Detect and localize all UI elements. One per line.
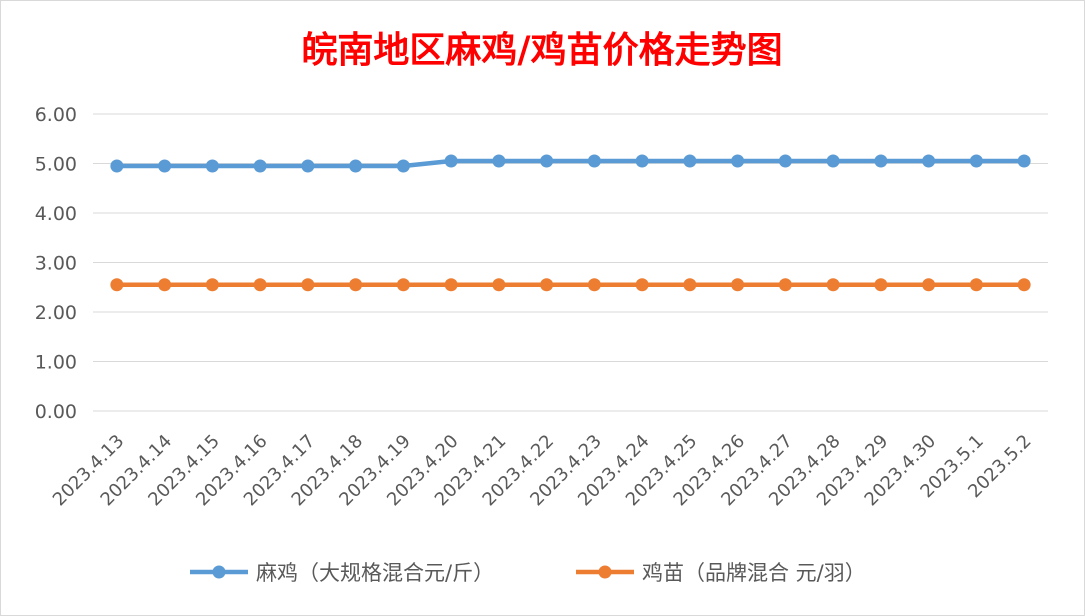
data-point (205, 278, 219, 292)
data-point (492, 154, 506, 168)
series-1 (110, 154, 1031, 173)
data-point (301, 159, 315, 173)
series-2 (110, 278, 1031, 292)
data-point (683, 278, 697, 292)
series-group (110, 154, 1031, 292)
data-point (635, 278, 649, 292)
y-tick-label: 1.00 (35, 352, 77, 374)
data-point (1017, 154, 1031, 168)
data-point (253, 278, 267, 292)
data-point (540, 154, 554, 168)
data-point (778, 154, 792, 168)
data-point (349, 278, 363, 292)
legend-item: 麻鸡（大规格混合元/斤） (190, 561, 494, 585)
y-tick-label: 2.00 (35, 302, 77, 324)
data-point (683, 154, 697, 168)
data-point (826, 278, 840, 292)
data-point (444, 278, 458, 292)
y-axis-ticks: 0.00 1.00 2.00 3.00 4.00 5.00 6.00 (35, 104, 77, 423)
data-point (301, 278, 315, 292)
data-point (396, 278, 410, 292)
data-point (540, 278, 554, 292)
y-tick-label: 6.00 (35, 104, 77, 126)
data-point (969, 154, 983, 168)
data-point (587, 278, 601, 292)
y-tick-label: 3.00 (35, 253, 77, 275)
data-point (396, 159, 410, 173)
data-point (874, 154, 888, 168)
data-point (444, 154, 458, 168)
data-point (874, 278, 888, 292)
legend-label: 鸡苗（品牌混合 元/羽） (642, 561, 866, 585)
y-tick-label: 0.00 (35, 401, 77, 423)
legend-label: 麻鸡（大规格混合元/斤） (256, 561, 494, 585)
data-point (587, 154, 601, 168)
chart-title: 皖南地区麻鸡/鸡苗价格走势图 (301, 29, 782, 71)
data-point (253, 159, 267, 173)
data-point (969, 278, 983, 292)
data-point (205, 159, 219, 173)
series-line (116, 158, 1025, 169)
data-point (158, 278, 172, 292)
data-point (110, 159, 124, 173)
legend-marker-icon (212, 565, 226, 579)
data-point (922, 154, 936, 168)
data-point (922, 278, 936, 292)
data-point (731, 278, 745, 292)
legend: 麻鸡（大规格混合元/斤） 鸡苗（品牌混合 元/羽） (190, 561, 866, 585)
y-tick-label: 5.00 (35, 154, 77, 176)
data-point (158, 159, 172, 173)
data-point (349, 159, 363, 173)
data-point (635, 154, 649, 168)
data-point (826, 154, 840, 168)
data-point (731, 154, 745, 168)
grid-lines (93, 113, 1048, 412)
legend-item: 鸡苗（品牌混合 元/羽） (576, 561, 866, 585)
legend-marker-icon (598, 565, 612, 579)
y-tick-label: 4.00 (35, 203, 77, 225)
data-point (492, 278, 506, 292)
data-point (778, 278, 792, 292)
data-point (110, 278, 124, 292)
data-point (1017, 278, 1031, 292)
